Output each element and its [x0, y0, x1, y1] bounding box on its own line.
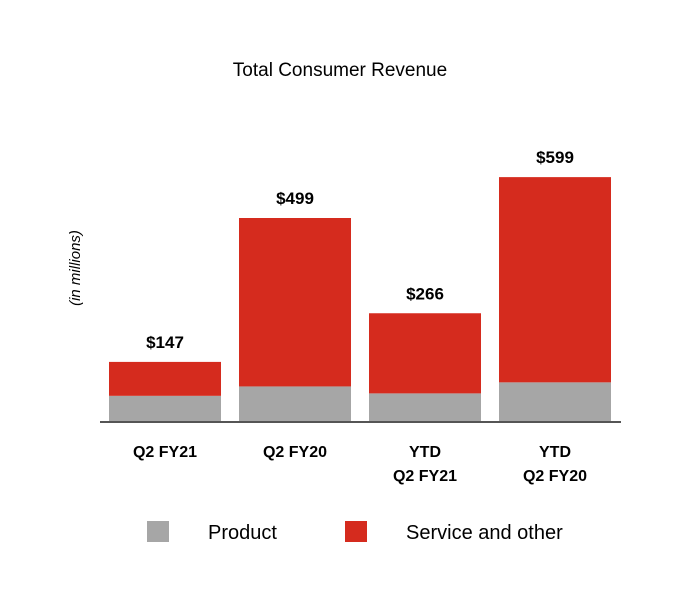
- x-tick-label-2-0: YTD: [409, 444, 441, 461]
- total-label-2: $266: [406, 284, 444, 303]
- bar-product-2: [369, 393, 481, 422]
- chart-title: Total Consumer Revenue: [233, 60, 447, 81]
- legend-label-product: Product: [208, 522, 277, 544]
- legend-label-service: Service and other: [406, 522, 563, 544]
- bar-service-3: [499, 177, 611, 383]
- bar-product-0: [109, 395, 221, 422]
- bar-service-2: [369, 313, 481, 394]
- total-label-1: $499: [276, 189, 314, 208]
- x-tick-label-2-1: Q2 FY21: [393, 468, 457, 485]
- legend-swatch-service: [345, 521, 367, 542]
- bar-product-3: [499, 382, 611, 422]
- x-tick-labels: Q2 FY21 Q2 FY20 YTD Q2 FY21 YTD Q2 FY20: [133, 444, 587, 485]
- bar-service-0: [109, 361, 221, 396]
- total-label-3: $599: [536, 148, 574, 167]
- total-label-0: $147: [146, 333, 184, 352]
- x-tick-label-0-0: Q2 FY21: [133, 444, 197, 461]
- legend-swatch-product: [147, 521, 169, 542]
- x-tick-label-3-1: Q2 FY20: [523, 468, 587, 485]
- bar-service-1: [239, 218, 351, 387]
- legend: Product Service and other: [147, 521, 563, 544]
- x-tick-label-3-0: YTD: [539, 444, 571, 461]
- x-tick-label-1-0: Q2 FY20: [263, 444, 327, 461]
- y-axis-label: (in millions): [67, 230, 84, 306]
- bars-group: $147 $499 $266 $599: [109, 148, 611, 422]
- bar-product-1: [239, 386, 351, 422]
